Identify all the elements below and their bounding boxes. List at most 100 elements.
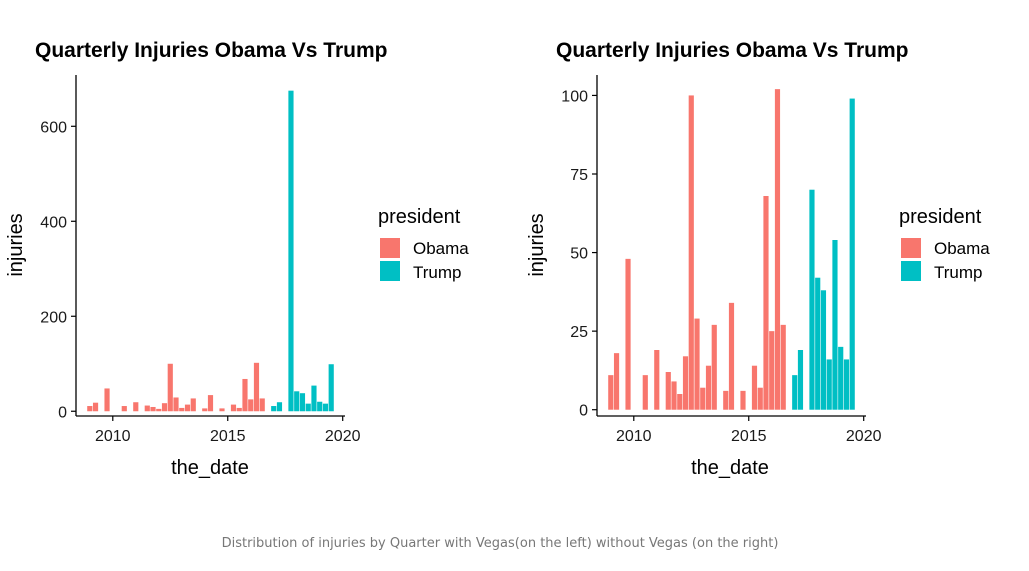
bar-obama — [230, 404, 237, 412]
bar-trump — [317, 401, 323, 412]
bar-obama — [248, 399, 254, 412]
bar-obama — [677, 394, 683, 410]
bar-obama — [179, 407, 185, 412]
y-tick-label: 50 — [570, 246, 588, 263]
bar-trump — [820, 290, 827, 410]
bar-trump — [849, 98, 855, 410]
bar-trump — [328, 364, 334, 412]
bar-obama — [728, 302, 735, 410]
bar-trump — [299, 393, 306, 412]
bar-trump — [838, 346, 844, 410]
bar-trump — [826, 359, 832, 410]
y-axis-ticks: 0 25 50 75 100 — [561, 88, 597, 420]
bar-obama — [173, 397, 179, 412]
bar-obama — [613, 353, 620, 410]
bar-obama — [92, 402, 99, 412]
bar-obama — [236, 407, 242, 412]
legend-label-trump: Trump — [413, 263, 462, 282]
bar-obama — [150, 406, 156, 412]
y-tick-label: 400 — [40, 214, 67, 231]
bar-trump — [832, 240, 838, 410]
bar-trump — [797, 350, 804, 410]
x-tick-label: 2020 — [846, 428, 882, 445]
bar-obama — [654, 350, 660, 410]
y-tick-label: 25 — [570, 324, 588, 341]
y-axis-title: injuries — [5, 213, 27, 276]
bar-trump — [809, 189, 815, 410]
bar-obama — [608, 375, 614, 410]
bar-obama — [167, 363, 173, 412]
legend-title: president — [378, 206, 461, 228]
x-tick-label: 2015 — [731, 428, 767, 445]
y-axis-title: injuries — [526, 213, 548, 276]
legend-swatch-obama — [380, 238, 400, 258]
bar-trump — [305, 403, 311, 412]
bar-obama — [202, 408, 208, 412]
legend-title: president — [899, 206, 982, 228]
bar-trump — [843, 359, 850, 410]
bar-obama — [757, 387, 763, 410]
bar-obama — [259, 398, 265, 412]
bar-obama — [769, 331, 775, 410]
bar-obama — [144, 405, 150, 412]
bar-obama — [671, 381, 677, 410]
bar-obama — [104, 388, 110, 412]
legend-swatch-trump — [901, 261, 921, 281]
x-tick-label: 2020 — [325, 428, 361, 445]
bar-obama — [219, 408, 225, 412]
bar-obama — [625, 258, 631, 410]
x-axis-title: the_date — [691, 457, 769, 479]
bar-trump — [294, 391, 300, 412]
bar-obama — [207, 395, 214, 412]
legend-swatch-trump — [380, 261, 400, 281]
bar-trump — [311, 385, 317, 412]
bar-trump — [815, 277, 821, 410]
bar-obama — [665, 372, 671, 410]
bar-obama — [161, 403, 168, 412]
chart-with-vegas: Quarterly Injuries Obama Vs Trump 0 200 40… — [5, 39, 469, 479]
y-tick-label: 75 — [570, 167, 588, 184]
x-axis-ticks: 2010 2015 2020 — [616, 416, 882, 445]
x-axis-ticks: 2010 2015 2020 — [95, 416, 361, 445]
bar-obama — [190, 398, 196, 412]
bar-trump — [276, 402, 283, 412]
bar-obama — [156, 408, 162, 412]
bar-trump — [792, 375, 798, 410]
bar-group — [608, 89, 855, 410]
bar-obama — [121, 406, 127, 412]
legend-label-trump: Trump — [934, 263, 983, 282]
legend-label-obama: Obama — [413, 239, 469, 258]
x-tick-label: 2010 — [616, 428, 652, 445]
x-axis-title: the_date — [171, 457, 249, 479]
bar-obama — [751, 365, 758, 410]
bar-obama — [253, 362, 260, 412]
figure-caption: Distribution of injuries by Quarter with… — [221, 536, 779, 551]
bar-trump — [271, 406, 277, 412]
bar-group — [87, 90, 334, 412]
chart-without-vegas: Quarterly Injuries Obama Vs Trump 0 25 50 7… — [526, 39, 990, 479]
y-tick-label: 200 — [40, 309, 67, 326]
bar-obama — [740, 390, 746, 410]
y-tick-label: 0 — [58, 404, 67, 421]
bar-obama — [694, 318, 700, 410]
bar-obama — [700, 387, 706, 410]
x-tick-label: 2010 — [95, 428, 131, 445]
legend: president Obama Trump — [899, 206, 990, 282]
bar-obama — [184, 404, 191, 412]
bar-obama — [711, 324, 717, 410]
bar-obama — [763, 196, 769, 410]
chart-title: Quarterly Injuries Obama Vs Trump — [556, 39, 908, 62]
bar-obama — [682, 356, 689, 410]
bar-obama — [87, 406, 93, 412]
legend: president Obama Trump — [378, 206, 469, 282]
bar-obama — [705, 365, 712, 410]
chart-title: Quarterly Injuries Obama Vs Trump — [35, 39, 387, 62]
bar-obama — [723, 390, 729, 410]
legend-swatch-obama — [901, 238, 921, 258]
bar-obama — [642, 375, 648, 410]
bar-obama — [688, 95, 694, 410]
y-tick-label: 100 — [561, 88, 588, 105]
bar-trump — [322, 403, 329, 412]
y-tick-label: 0 — [579, 403, 588, 420]
